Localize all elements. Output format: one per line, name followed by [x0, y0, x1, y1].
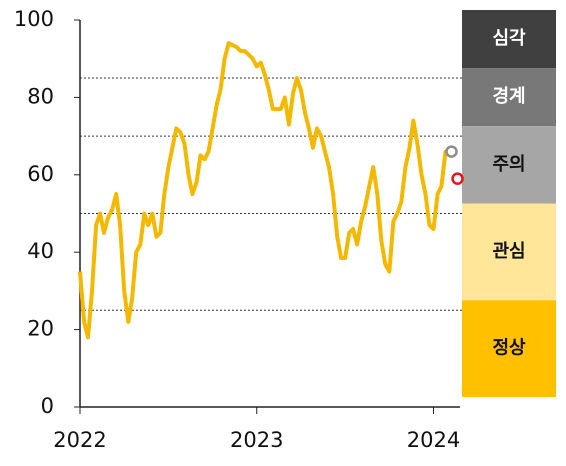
x-tick-label: 2024	[407, 428, 460, 452]
zone-label: 심각	[492, 28, 526, 49]
marker	[445, 145, 458, 158]
zone-band	[462, 10, 556, 69]
y-tick-label: 60	[27, 162, 54, 186]
x-tick-label: 2022	[53, 428, 106, 452]
zone-band	[462, 300, 556, 397]
y-tick-label: 20	[27, 317, 54, 341]
y-tick-label: 0	[41, 394, 54, 418]
y-tick-label: 80	[27, 84, 54, 108]
zone-band	[462, 203, 556, 301]
zone-label: 주의	[492, 154, 525, 175]
y-tick-label: 40	[27, 239, 54, 263]
marker	[451, 172, 464, 185]
zone-band	[462, 126, 556, 204]
zone-label: 정상	[492, 338, 526, 359]
data-line	[78, 41, 450, 340]
zone-label: 관심	[492, 241, 525, 262]
zone-band	[462, 68, 556, 127]
x-tick-label: 2023	[230, 428, 283, 452]
zone-label: 경계	[492, 86, 525, 107]
y-tick-label: 100	[14, 7, 54, 31]
